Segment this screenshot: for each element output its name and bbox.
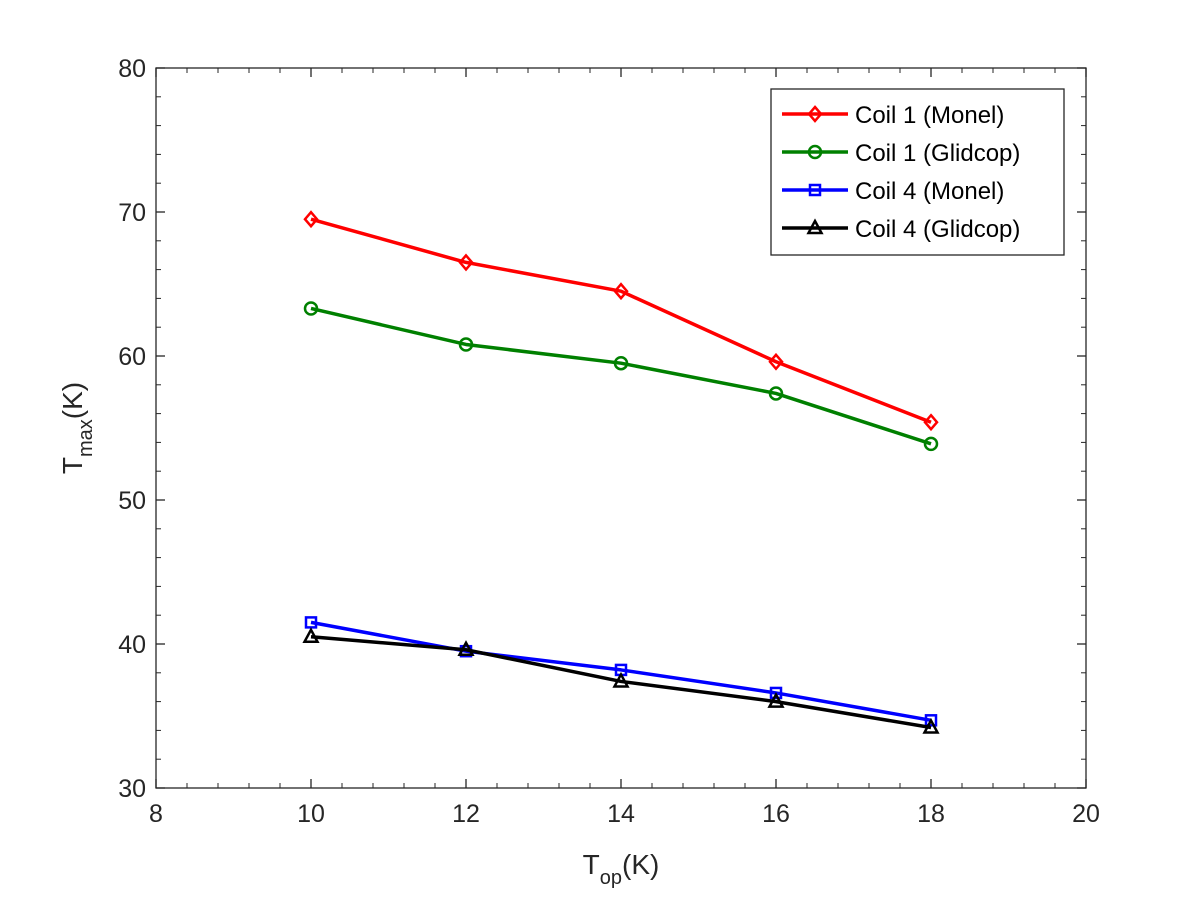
y-tick-label: 40 [118,631,146,659]
series-layer [302,210,940,734]
data-point [768,352,784,371]
data-point [923,436,939,452]
legend: Coil 1 (Monel) Coil 1 (Glidcop) Coil 4 (Mo… [770,88,1065,256]
data-point [769,686,783,700]
series-4 [302,627,940,734]
legend-entry-2: Coil 1 (Glidcop) [782,140,1020,167]
legend-label: Coil 4 (Monel) [855,178,1004,205]
y-tick-label: 50 [118,487,146,515]
legend-marker [807,105,823,123]
legend-entry-4: Coil 4 (Glidcop) [782,216,1020,243]
data-point [612,671,630,688]
series-line [310,635,932,730]
y-tick-label: 80 [118,55,146,83]
series-line [310,306,932,446]
x-tick-label: 16 [762,800,790,828]
legend-marker [808,183,822,197]
x-axis-label-unit: (K) [622,849,659,880]
data-point [767,691,785,708]
data-point [302,627,320,644]
y-axis-label-unit: (K) [57,382,88,419]
x-axis-label-base: T [583,849,600,880]
data-point [924,714,938,727]
data-point [768,386,784,401]
legend-label: Coil 1 (Glidcop) [855,140,1020,167]
legend-entry-3: Coil 4 (Monel) [782,178,1004,205]
x-axis-label: Top(K) [583,849,660,889]
y-axis-label-sub: max [75,419,97,457]
legend-label: Coil 1 (Monel) [855,102,1004,129]
legend-marker [806,218,824,235]
data-point [613,282,629,301]
y-tick-label: 60 [118,343,146,371]
series-2 [303,301,939,452]
series-1 [303,210,939,432]
x-axis-label-sub: op [600,867,622,889]
data-point [458,337,474,352]
series-line [310,620,932,723]
data-point [613,355,629,371]
x-tick-label: 10 [297,800,325,828]
data-point [303,301,319,316]
data-point [922,717,940,734]
data-point [458,253,474,272]
y-axis-label-base: T [57,457,88,474]
y-axis-label: Tmax(K) [57,382,97,474]
axes-layer: 8 10 12 14 16 18 20 30 40 50 60 70 80 [118,55,1100,828]
x-tick-label: 18 [917,800,945,828]
x-tick-label: 20 [1072,800,1100,828]
x-tick-label: 14 [607,800,635,828]
y-tick-label: 70 [118,199,146,227]
series-line [310,217,932,424]
data-point [923,413,939,432]
y-tick-label: 30 [118,775,146,803]
data-point [457,640,475,657]
data-point [303,210,319,229]
legend-entry-1: Coil 1 (Monel) [782,102,1004,129]
x-tick-label: 12 [452,800,480,828]
legend-label: Coil 4 (Glidcop) [855,216,1020,243]
x-tick-label: 8 [149,800,163,828]
legend-marker [807,144,823,160]
